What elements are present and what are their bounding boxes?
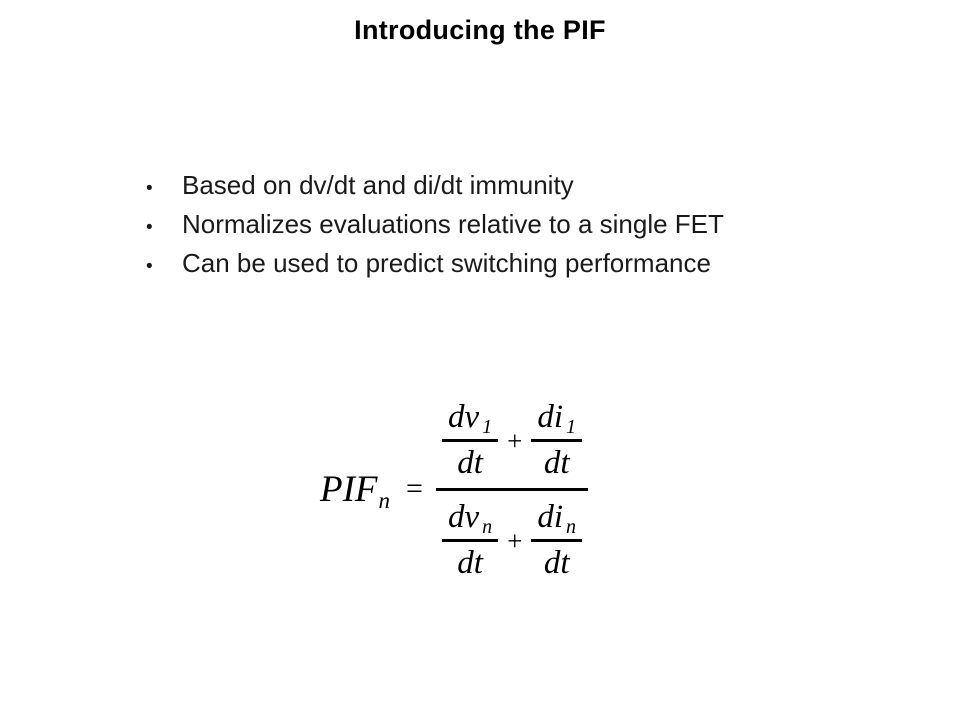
main-numerator: dv 1 dt + di 1 dt [435,398,589,491]
term-base: dv [447,498,480,535]
main-denominator: dv n dt + di n dt [441,491,583,581]
bullet-marker: • [146,256,153,277]
fraction-bottom: dt [457,544,483,581]
term-subscript: 1 [482,415,493,438]
formula-lhs: PIFn [320,468,390,512]
term-subscript: 1 [566,415,577,438]
term-base: di [537,498,564,535]
fraction-dv1-dt: dv 1 dt [441,398,499,481]
fraction-top: di n [531,498,583,542]
term-subscript: n [566,515,577,538]
fraction-top: dv 1 [441,398,499,442]
bullet-marker: • [146,178,153,199]
bullet-text: Normalizes evaluations relative to a sin… [182,209,724,239]
page-title: Introducing the PIF [354,15,606,45]
equals-sign: = [406,472,423,505]
term-base: dv [447,398,480,435]
term-subscript: n [482,515,493,538]
formula-lhs-subscript: n [378,487,391,513]
bullet-marker: • [146,217,153,238]
fraction-dvn-dt: dv n dt [441,498,499,581]
list-item: • Based on dv/dt and di/dt immunity [146,170,724,209]
fraction-top: di 1 [531,398,583,442]
formula-lhs-base: PIF [320,468,378,510]
fraction-bottom: dt [543,444,570,481]
bullet-text: Can be used to predict switching perform… [182,248,711,278]
fraction-din-dt: di n dt [531,498,583,581]
fraction-di1-dt: di 1 dt [531,398,583,481]
bullet-list: • Based on dv/dt and di/dt immunity • No… [146,170,724,287]
term-base: di [537,398,564,435]
plus-sign: + [507,425,523,456]
pif-formula: PIFn = dv 1 dt + di 1 dt dv n dt + [320,398,589,581]
list-item: • Can be used to predict switching perfo… [146,248,724,287]
list-item: • Normalizes evaluations relative to a s… [146,209,724,248]
fraction-top: dv n [441,498,499,542]
bullet-text: Based on dv/dt and di/dt immunity [182,170,574,200]
main-fraction: dv 1 dt + di 1 dt dv n dt + di n dt [435,398,589,581]
fraction-bottom: dt [543,544,570,581]
fraction-bottom: dt [457,444,483,481]
plus-sign: + [507,525,523,556]
